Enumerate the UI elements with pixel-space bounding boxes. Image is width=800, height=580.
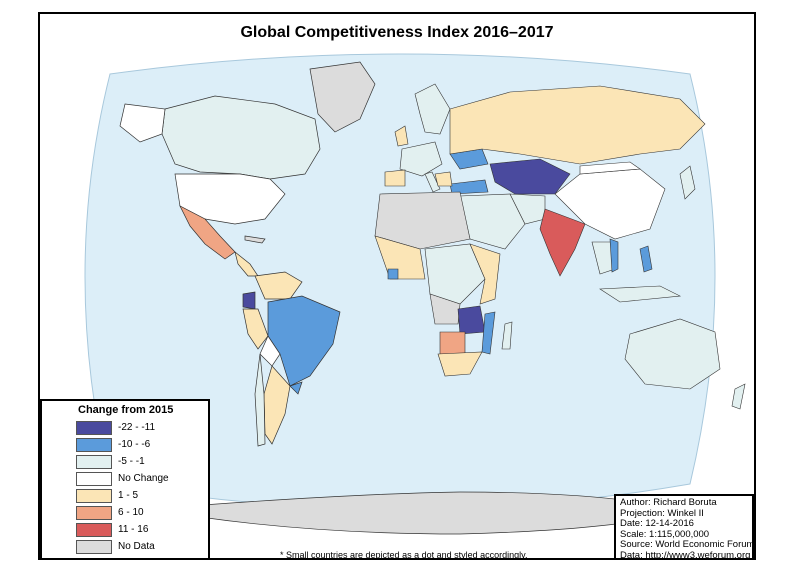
south-africa (437, 351, 483, 377)
mexico (179, 205, 236, 260)
ecuador (242, 291, 256, 310)
legend-label: No Change (118, 473, 169, 484)
legend-item: -22 - -11 (76, 421, 206, 437)
italy (424, 171, 441, 193)
vietnam (609, 238, 619, 273)
central-africa (424, 243, 486, 305)
russia (449, 85, 706, 165)
map-title: Global Competitiveness Index 2016–2017 (240, 24, 554, 41)
legend-swatch (76, 489, 112, 503)
indonesia (599, 285, 682, 303)
legend-label: 6 - 10 (118, 507, 144, 518)
north-america (119, 61, 376, 277)
balkans (434, 171, 453, 187)
western-europe (399, 141, 443, 177)
legend-label: -10 - -6 (118, 439, 151, 450)
south-america (242, 271, 341, 447)
legend-item: 6 - 10 (76, 506, 206, 522)
credit-author: Author: Richard Boruta (620, 497, 717, 508)
credit-scale: Scale: 1:115,000,000 (620, 528, 710, 540)
legend-swatch (76, 455, 112, 469)
peru (242, 308, 269, 350)
north-africa (374, 191, 471, 250)
legend-swatch (76, 472, 112, 486)
legend-label: -22 - -11 (118, 422, 156, 433)
footnote: * Small countries are depicted as a dot … (280, 550, 528, 560)
turkey (449, 179, 489, 195)
legend-item: 11 - 16 (76, 523, 206, 539)
legend-label: -5 - -1 (118, 456, 145, 467)
legend-label: 11 - 16 (118, 524, 149, 535)
map-frame: Global Competitiveness Index 2016–2017 C… (38, 12, 756, 560)
legend-swatch (76, 506, 112, 520)
uruguay (289, 381, 303, 395)
venezuela-colombia (254, 271, 303, 300)
legend-swatch (76, 438, 112, 452)
world-map (84, 53, 746, 535)
madagascar (501, 321, 513, 350)
legend-item: -10 - -6 (76, 438, 206, 454)
west-africa (374, 235, 426, 280)
iberia (384, 169, 406, 187)
scandinavia (414, 83, 451, 135)
canada (161, 95, 321, 180)
mozambique (481, 311, 496, 355)
legend-item: 1 - 5 (76, 489, 206, 505)
greenland (309, 61, 376, 133)
africa (374, 191, 513, 377)
legend: Change from 2015 -22 - -11 -10 - -6 -5 -… (40, 399, 210, 558)
mongolia (579, 161, 641, 175)
credit-projection: Projection: Winkel II (620, 507, 704, 519)
credit-data: Data: http://www3.weforum.org (620, 549, 751, 560)
botswana (439, 331, 466, 355)
legend-item: No Change (76, 472, 206, 488)
asia (449, 85, 706, 303)
legend-label: 1 - 5 (118, 490, 139, 501)
east-africa (469, 243, 501, 305)
legend-swatch (76, 540, 112, 554)
philippines (639, 245, 653, 273)
drc (429, 293, 461, 325)
japan (679, 165, 696, 200)
legend-label: No Data (118, 541, 155, 552)
legend-title: Change from 2015 (78, 404, 174, 416)
legend-swatch (76, 421, 112, 435)
chile (254, 353, 266, 447)
zambia (457, 305, 486, 335)
central-america (234, 251, 259, 277)
uk (394, 125, 409, 147)
map-credits: Author: Richard Boruta Projection: Winke… (614, 494, 755, 560)
australia (624, 318, 721, 390)
legend-item: -5 - -1 (76, 455, 206, 471)
credit-source: Source: World Economic Forum (620, 539, 755, 551)
cuba (244, 235, 266, 244)
new-zealand (731, 383, 746, 410)
alaska (119, 103, 166, 143)
legend-item: No Data (76, 540, 206, 556)
credit-date: Date: 12-14-2016 (620, 518, 694, 530)
oceania (624, 318, 746, 410)
legend-swatch (76, 523, 112, 537)
india (539, 208, 586, 277)
ivory-coast (387, 268, 399, 280)
europe (384, 83, 489, 195)
